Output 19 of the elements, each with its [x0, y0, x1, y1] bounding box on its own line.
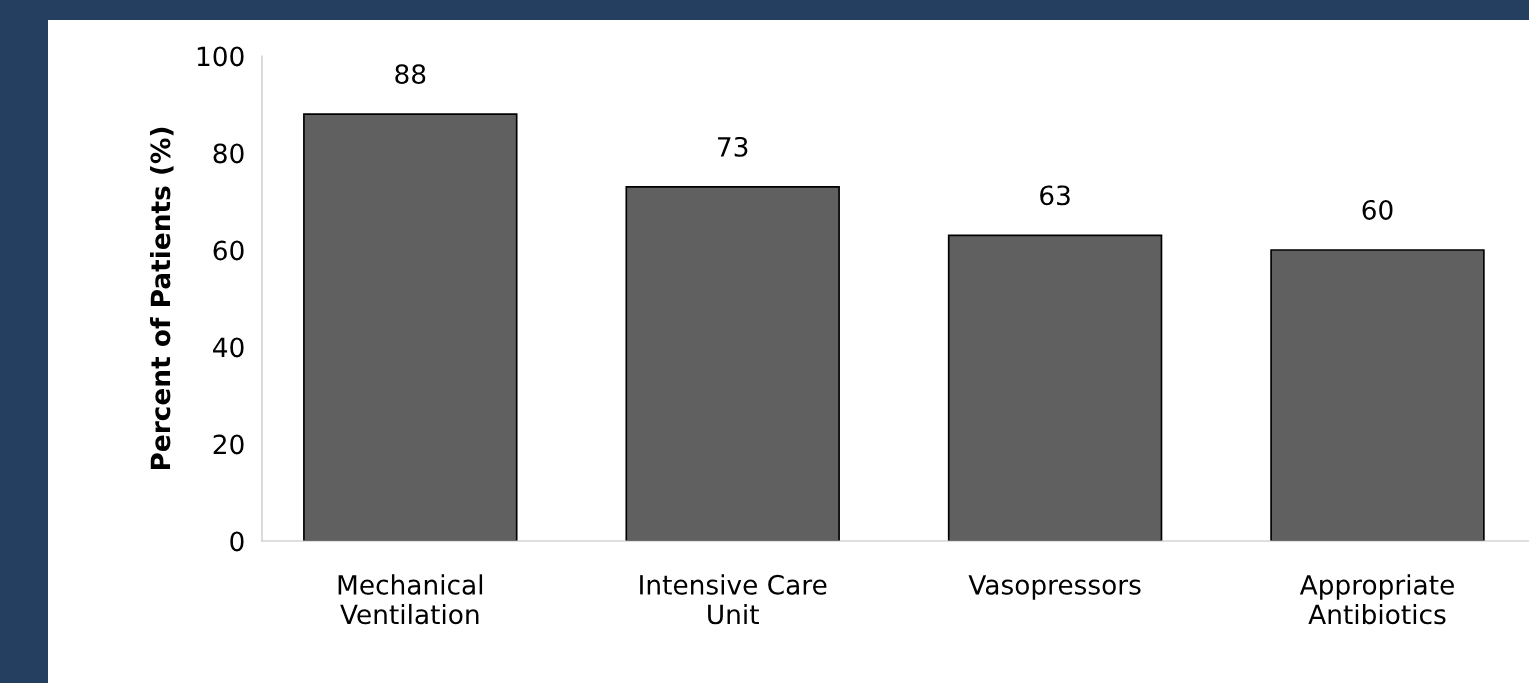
bar	[303, 113, 518, 541]
data-label: 88	[395, 64, 426, 85]
y-tick-label: 40	[213, 337, 244, 358]
y-tick-label: 80	[213, 143, 244, 164]
bar	[625, 186, 840, 541]
data-label: 63	[1040, 185, 1070, 206]
data-label: 60	[1362, 199, 1393, 220]
bar	[1270, 249, 1485, 541]
x-tick-label: Appropriate Antibiotics	[1299, 574, 1454, 625]
y-tick-label: 100	[197, 46, 244, 67]
data-label: 73	[718, 136, 748, 157]
bar	[947, 234, 1163, 541]
x-tick-label: Vasopressors	[968, 575, 1141, 600]
x-tick-label: Intensive Care Unit	[640, 574, 827, 625]
x-tick-label: Mechanical Ventilation	[338, 574, 483, 625]
y-tick-label: 20	[213, 434, 244, 455]
y-axis-title: Percent of Patients (%)	[149, 127, 174, 470]
y-tick-label: 60	[213, 240, 244, 261]
y-tick-label: 0	[230, 531, 244, 552]
